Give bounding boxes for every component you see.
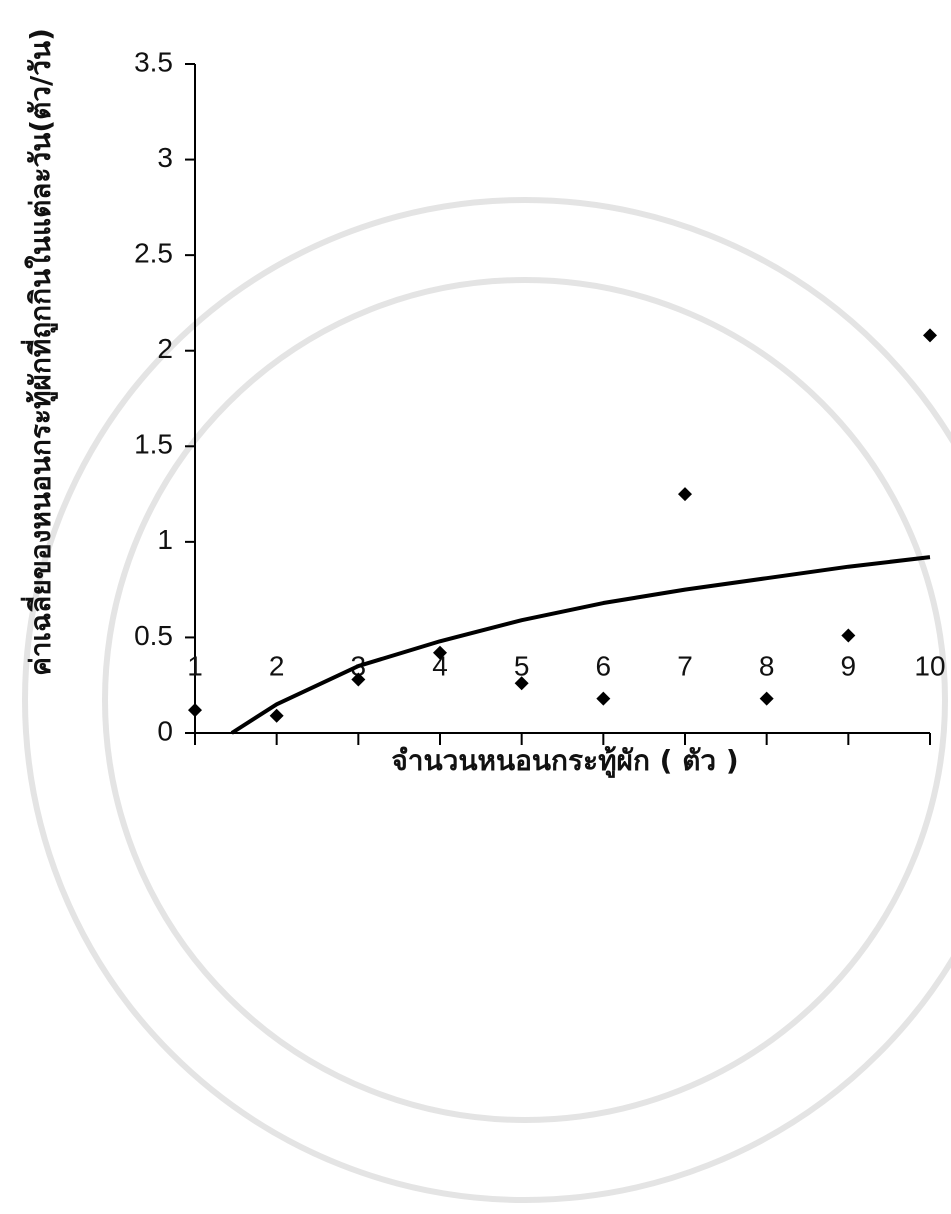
data-point (269, 708, 284, 723)
x-tick-label: 6 (596, 650, 612, 681)
data-point (596, 691, 611, 706)
y-tick-label: 2.5 (134, 238, 173, 269)
x-tick-label: 10 (914, 650, 945, 681)
y-tick-label: 1 (157, 524, 173, 555)
y-tick-label: 0.5 (134, 620, 173, 651)
x-tick-label: 9 (841, 650, 857, 681)
watermark-ring (22, 197, 951, 1203)
x-tick-label: 7 (677, 650, 693, 681)
x-tick-label: 4 (432, 650, 448, 681)
y-tick-label: 1.5 (134, 429, 173, 460)
data-point (841, 628, 856, 643)
y-tick-label: 0 (157, 715, 173, 746)
data-point (351, 672, 366, 687)
data-point (433, 645, 447, 660)
y-axis-title: ค่าเฉลี่ยของหนอนกระทู้ผักที่ถูกกินในแต่ล… (20, 28, 58, 676)
x-tick-label: 1 (187, 650, 203, 681)
watermark-ring (102, 277, 948, 1123)
x-axis-title: จำนวนหนอนกระทู้ผัก ( ตัว ) (391, 744, 738, 778)
y-tick-label: 3.5 (134, 46, 173, 77)
data-point (678, 487, 692, 502)
data-point (923, 328, 937, 343)
x-tick-label: 5 (514, 650, 530, 681)
y-tick-label: 2 (157, 333, 173, 364)
data-point (759, 691, 774, 706)
y-tick-label: 3 (157, 142, 173, 173)
data-point (188, 703, 202, 718)
data-point (514, 676, 529, 691)
x-tick-label: 2 (269, 650, 285, 681)
trendline (230, 555, 931, 735)
watermark (22, 197, 951, 1203)
x-tick-label: 8 (759, 650, 775, 681)
